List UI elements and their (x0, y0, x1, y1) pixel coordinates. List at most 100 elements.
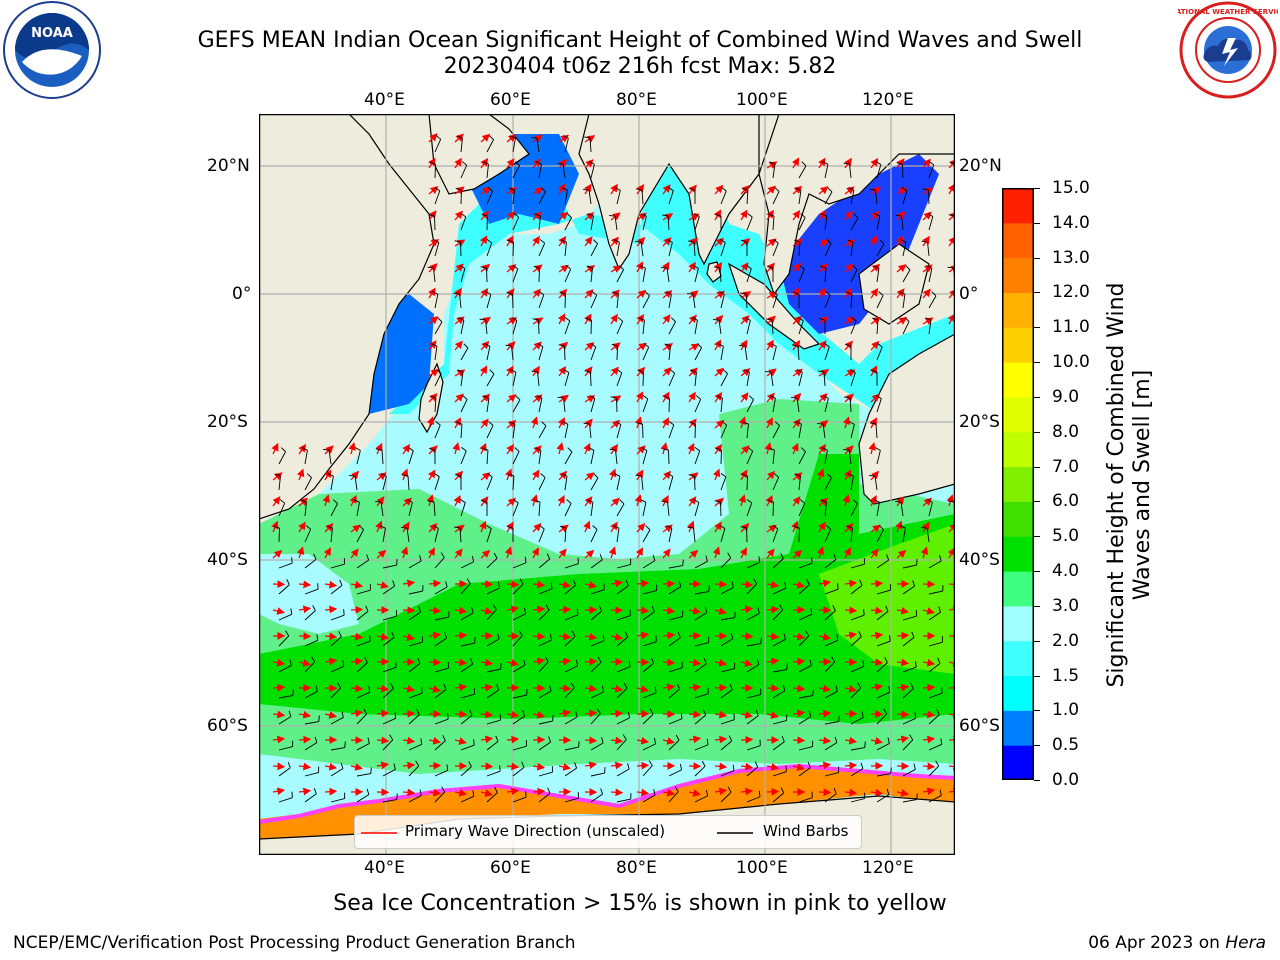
wind-barb-feather (826, 239, 832, 244)
wind-barb-feather (444, 632, 448, 639)
wind-barb (876, 346, 883, 361)
wave-direction-arrow (818, 497, 828, 507)
wave-direction-arrow (271, 442, 279, 455)
wind-barb-feather (285, 630, 290, 637)
wind-barb (928, 590, 943, 595)
wind-barb (824, 661, 836, 673)
wave-direction-arrow (636, 736, 650, 745)
wind-barb (590, 640, 605, 647)
wind-barb (694, 372, 697, 387)
wave-direction-arrow (480, 418, 489, 429)
wind-barb-feather (379, 525, 386, 529)
wave-direction-arrow (376, 472, 387, 481)
wind-barb-feather (742, 187, 749, 191)
wind-barb-feather (890, 767, 892, 774)
wind-barb (668, 667, 683, 673)
wind-barb (850, 768, 864, 777)
wind-barb (486, 587, 500, 595)
wind-barb-feather (818, 370, 825, 373)
wave-direction-arrow (557, 313, 566, 325)
wind-barb-feather (583, 422, 590, 425)
wave-direction-arrow (532, 235, 540, 247)
wind-barb-feather (484, 343, 491, 347)
wind-barb (640, 242, 644, 257)
wind-barb (798, 767, 811, 777)
wind-barb (720, 425, 728, 439)
wave-direction-arrow (506, 158, 515, 169)
wave-direction-arrow (922, 497, 932, 507)
wind-barb (512, 320, 518, 335)
wave-direction-arrow (947, 547, 955, 559)
wave-direction-arrow (324, 711, 337, 719)
wind-barb (850, 636, 862, 647)
wind-barb-feather (822, 395, 829, 399)
wind-barb (694, 744, 709, 751)
wave-direction-arrow (400, 468, 409, 481)
wave-direction-arrow (454, 239, 466, 247)
wind-barb-feather (795, 421, 802, 425)
wind-barb-feather (587, 213, 594, 217)
wave-direction-arrow (688, 314, 697, 325)
wave-direction-arrow (662, 261, 670, 273)
wave-direction-arrow (324, 762, 338, 771)
wind-barb (356, 640, 371, 647)
footer-date: 06 Apr 2023 on (1088, 933, 1220, 953)
wave-direction-arrow (532, 341, 542, 351)
wave-direction-arrow (688, 735, 702, 744)
wave-direction-arrow (948, 211, 955, 221)
wind-barb (642, 713, 654, 725)
wind-barb-feather (640, 499, 647, 503)
wind-barb-feather (727, 786, 732, 793)
wind-barb-feather (639, 265, 646, 269)
wind-barb-feather (415, 760, 420, 767)
wind-barb (538, 588, 553, 595)
wave-direction-arrow (740, 445, 750, 455)
wave-direction-arrow (428, 340, 437, 351)
wave-direction-arrow (870, 316, 881, 325)
lat-tick-right-40s: 40°S (959, 550, 1000, 570)
wind-barb-feather (773, 239, 779, 244)
wind-barb-feather (900, 239, 907, 243)
wind-barb-feather (337, 682, 342, 689)
wind-barb (434, 424, 441, 439)
wave-direction-arrow (532, 711, 546, 719)
wind-barb (564, 217, 572, 231)
wave-direction-arrow (323, 547, 331, 559)
wind-barb (824, 529, 832, 543)
wave-direction-arrow (765, 417, 773, 429)
wave-direction-arrow (610, 419, 621, 429)
wind-barb (330, 768, 344, 777)
wind-barb-feather (507, 239, 514, 243)
colorbar-tick-label: 2.0 (1052, 630, 1080, 651)
wave-direction-arrow (818, 210, 827, 221)
colorbar-tick-mark (1034, 745, 1040, 747)
wind-barb-feather (795, 187, 802, 191)
wave-direction-arrow (844, 761, 858, 770)
wave-direction-arrow (558, 236, 567, 247)
wave-direction-arrow (792, 418, 801, 429)
wave-direction-arrow (376, 581, 389, 589)
wind-barb (616, 424, 622, 439)
wind-barb-feather (825, 291, 831, 296)
wind-barb-feather (494, 787, 498, 793)
wind-barb (512, 451, 520, 465)
wind-barb (616, 798, 631, 803)
wave-direction-arrow (636, 523, 646, 533)
wind-barb (824, 164, 829, 179)
wind-barb (693, 528, 696, 543)
wind-barb (642, 347, 650, 361)
wind-barb (460, 561, 474, 569)
wind-barb-feather (730, 632, 734, 639)
wind-barb (876, 295, 884, 309)
wave-direction-arrow (402, 443, 411, 455)
wave-direction-arrow (844, 736, 858, 745)
wind-barb (564, 476, 568, 491)
colorbar-band (1002, 292, 1034, 328)
wave-direction-arrow (426, 416, 435, 429)
wind-barb (798, 503, 806, 517)
wave-direction-arrow (272, 607, 285, 615)
wind-barb-feather (539, 525, 545, 530)
wind-barb-feather (617, 317, 623, 322)
wind-barb-feather (614, 473, 621, 477)
wave-direction-arrow (816, 468, 825, 481)
